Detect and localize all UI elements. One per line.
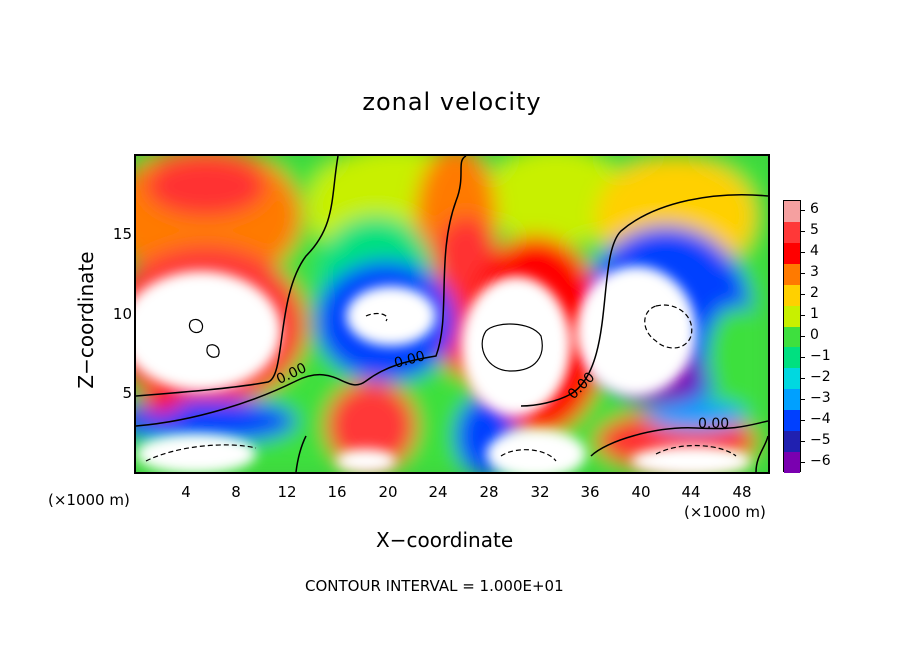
chart-title: zonal velocity	[362, 88, 542, 116]
colorbar-segment	[784, 410, 800, 432]
colorbar-tick-label: −2	[810, 368, 831, 385]
colorbar-tick-label: 3	[810, 264, 819, 281]
y-unit-label: (×1000 m)	[684, 503, 766, 521]
x-tick-label: 16	[327, 483, 347, 501]
x-axis-label: X−coordinate	[376, 528, 514, 552]
colorbar-tick	[800, 336, 805, 337]
velocity-field	[136, 156, 768, 472]
colorbar-tick-label: −3	[810, 389, 831, 406]
colorbar-tick-label: 5	[810, 222, 819, 239]
colorbar-tick	[800, 419, 805, 421]
plot-area: 0.00 0.00 0.00 0.00	[134, 154, 770, 474]
x-tick-label: 20	[378, 483, 398, 501]
x-tick-label: 48	[732, 483, 752, 501]
colorbar-segment	[784, 452, 800, 473]
colorbar-tick-label: −6	[810, 452, 831, 469]
colorbar-tick	[800, 440, 805, 442]
contour-interval-note: CONTOUR INTERVAL = 1.000E+01	[305, 577, 564, 595]
colorbar-tick-label: −4	[810, 410, 831, 427]
x-unit-label: (×1000 m)	[48, 491, 130, 509]
colorbar-tick	[800, 273, 805, 275]
colorbar-segment	[784, 368, 800, 390]
y-axis-label: Z−coordinate	[74, 251, 98, 389]
colorbar-tick	[800, 252, 805, 254]
contour-label: 0.00	[698, 416, 730, 432]
colorbar-segment	[784, 326, 800, 348]
colorbar-tick-label: 0	[810, 327, 819, 343]
colorbar-tick	[800, 210, 805, 212]
colorbar-segment	[784, 201, 800, 222]
x-tick-label: 12	[277, 483, 297, 501]
colorbar-segment	[784, 242, 800, 264]
colorbar-segment	[784, 389, 800, 411]
colorbar-tick-label: 1	[810, 306, 819, 323]
colorbar-segment	[784, 431, 800, 453]
colorbar-segment	[784, 263, 800, 285]
colorbar-tick	[800, 461, 805, 463]
colorbar-tick-label: 2	[810, 285, 819, 302]
x-tick-label: 8	[231, 483, 241, 501]
colorbar-segment	[784, 347, 800, 369]
x-tick-label: 4	[181, 483, 191, 501]
x-tick-label: 40	[631, 483, 651, 501]
colorbar-tick-label: 6	[810, 201, 819, 218]
colorbar-tick	[800, 398, 805, 400]
colorbar-tick-label: 4	[810, 243, 819, 260]
x-tick-label: 28	[479, 483, 499, 501]
colorbar-segment	[784, 284, 800, 306]
colorbar	[783, 200, 801, 473]
y-tick-label: 10	[112, 305, 132, 323]
y-tick-label: 5	[122, 384, 132, 402]
colorbar-segment	[784, 305, 800, 327]
colorbar-tick	[800, 315, 805, 317]
colorbar-tick	[800, 377, 805, 379]
y-tick-label: 15	[112, 225, 132, 243]
x-tick-label: 44	[681, 483, 701, 501]
colorbar-segment	[784, 221, 800, 243]
colorbar-tick-label: −1	[810, 347, 831, 364]
x-tick-label: 36	[580, 483, 600, 501]
colorbar-tick-label: −5	[810, 431, 831, 448]
x-tick-label: 32	[530, 483, 550, 501]
colorbar-tick	[800, 294, 805, 296]
x-tick-label: 24	[428, 483, 448, 501]
colorbar-tick	[800, 356, 805, 358]
colorbar-tick	[800, 231, 805, 233]
